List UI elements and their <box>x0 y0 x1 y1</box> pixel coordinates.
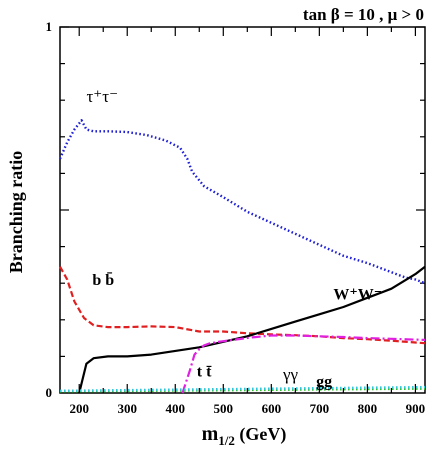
series-line-4 <box>59 387 426 393</box>
series-labels: τ⁺τ⁻ b b̄ W⁺W⁻ t t̄ γγ gg <box>86 87 382 390</box>
series-line-0 <box>58 119 426 285</box>
series-label-5: gg <box>316 373 332 390</box>
series-line-1 <box>59 266 426 345</box>
x-tick-label: 600 <box>262 401 282 416</box>
series-label-1: b b̄ <box>92 270 114 289</box>
x-axis-label-main: m <box>202 423 219 445</box>
y-tick-label-1: 1 <box>46 19 53 34</box>
axis-ticks <box>60 26 425 393</box>
x-axis-label-unit: (GeV) <box>235 424 286 445</box>
x-tick-label: 700 <box>310 401 330 416</box>
x-tick-label: 400 <box>166 401 186 416</box>
series-label-2: W⁺W⁻ <box>333 287 382 304</box>
chart-title: tan β = 10 , μ > 0 <box>303 5 424 24</box>
x-tick-label: 200 <box>69 401 89 416</box>
x-axis-label: m1/2 (GeV) <box>202 423 287 448</box>
x-tick-label: 300 <box>117 401 137 416</box>
x-tick-label: 800 <box>358 401 378 416</box>
x-tick-labels: 200 300 400 500 600 700 800 900 <box>69 401 425 416</box>
y-tick-label-0: 0 <box>46 385 53 400</box>
series-label-0: τ⁺τ⁻ <box>86 87 118 106</box>
x-tick-label: 500 <box>214 401 234 416</box>
series-label-4: γγ <box>282 365 299 384</box>
series-line-3 <box>181 334 426 394</box>
series-line-5 <box>59 385 426 392</box>
series-line-2 <box>78 265 426 394</box>
x-tick-label: 900 <box>406 401 426 416</box>
y-axis-label: Branching ratio <box>6 151 26 274</box>
series-curves <box>58 119 426 394</box>
x-axis-label-sub: 1/2 <box>218 433 235 448</box>
series-label-3: t t̄ <box>197 363 212 380</box>
